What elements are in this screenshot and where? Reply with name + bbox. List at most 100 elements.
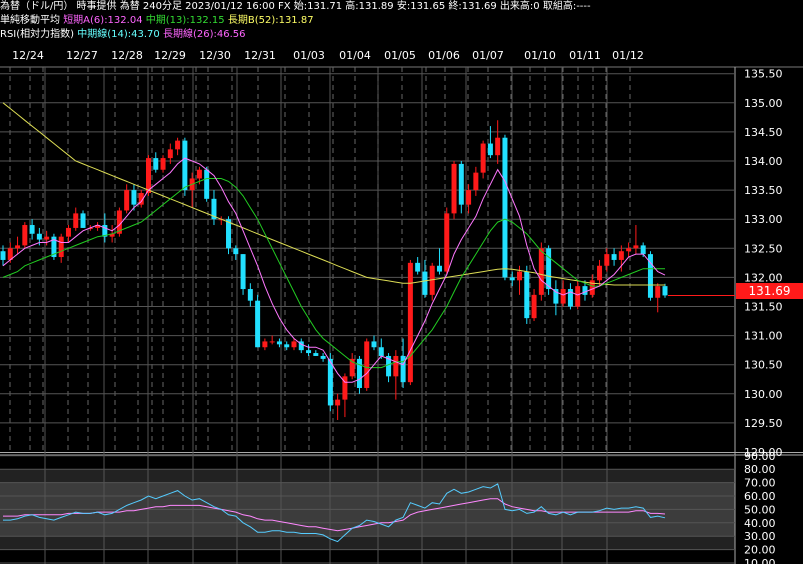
rsi-tick-6: 70.00 bbox=[744, 477, 776, 490]
candle-body-31 bbox=[226, 219, 232, 249]
candle-body-83 bbox=[604, 254, 610, 266]
candle-body-24 bbox=[175, 140, 181, 150]
ma-label: 単純移動平均 bbox=[0, 15, 60, 26]
ma-long-legend: 長期B(52):131.87 bbox=[227, 15, 314, 26]
candle-body-89 bbox=[647, 254, 653, 298]
candle-body-13 bbox=[95, 225, 101, 228]
ma-legend: 単純移動平均 短期A(6):132.04 中期(13):132.15 長期B(5… bbox=[0, 14, 314, 28]
rsi-long-legend: 長期線(26):46.56 bbox=[162, 29, 246, 40]
candle-body-70 bbox=[509, 277, 515, 281]
candle-body-58 bbox=[422, 271, 428, 295]
date-label-8: 01/05 bbox=[384, 49, 416, 62]
ma-short-line bbox=[2, 157, 666, 383]
date-label-6: 01/03 bbox=[293, 49, 325, 62]
candle-body-64 bbox=[466, 190, 472, 205]
candle-body-69 bbox=[502, 137, 508, 278]
ma-long-line bbox=[2, 102, 665, 286]
candle-body-68 bbox=[495, 137, 501, 156]
rsi-long-line bbox=[3, 498, 666, 532]
candle-body-82 bbox=[597, 265, 603, 281]
candle-body-43 bbox=[313, 353, 319, 356]
candle-body-2 bbox=[15, 245, 21, 249]
price-tick-2: 130.00 bbox=[744, 388, 783, 401]
candle-body-50 bbox=[364, 341, 370, 388]
candle-body-63 bbox=[458, 163, 464, 205]
candle-body-76 bbox=[553, 289, 559, 304]
candle-body-51 bbox=[371, 341, 377, 348]
candle-body-55 bbox=[400, 355, 406, 383]
price-tick-9: 133.50 bbox=[744, 184, 783, 197]
candle-body-11 bbox=[80, 213, 86, 228]
price-tick-11: 134.50 bbox=[744, 126, 783, 139]
quote-info: 為替（ドル/円） 時事提供 為替 240分足 2023/01/12 16:00 … bbox=[0, 1, 591, 12]
candle-body-72 bbox=[524, 271, 530, 319]
candle-body-6 bbox=[44, 236, 50, 240]
candle-body-3 bbox=[22, 225, 28, 246]
ma-mid-legend: 中期(13):132.15 bbox=[145, 15, 225, 26]
price-tick-5: 131.50 bbox=[744, 301, 783, 314]
date-label-9: 01/06 bbox=[428, 49, 460, 62]
candle-body-38 bbox=[276, 341, 282, 345]
candle-body-21 bbox=[153, 158, 159, 170]
candle-body-91 bbox=[662, 286, 668, 296]
ma-short-legend: 短期A(6):132.04 bbox=[63, 15, 143, 26]
candle-body-0 bbox=[0, 251, 6, 260]
candle-body-5 bbox=[36, 233, 42, 240]
candle-body-59 bbox=[429, 265, 435, 295]
candle-body-71 bbox=[517, 271, 523, 281]
candle-body-28 bbox=[204, 169, 210, 199]
rsi-tick-4: 50.00 bbox=[744, 503, 776, 516]
date-label-12: 01/11 bbox=[569, 49, 601, 62]
price-tick-13: 135.50 bbox=[744, 68, 783, 81]
candle-body-33 bbox=[240, 254, 246, 290]
price-tick-3: 130.50 bbox=[744, 359, 783, 372]
rsi-tick-1: 20.00 bbox=[744, 544, 776, 557]
candle-body-39 bbox=[284, 344, 290, 348]
candle-body-42 bbox=[306, 350, 312, 354]
price-tick-0: 129.00 bbox=[744, 446, 783, 459]
candle-body-18 bbox=[131, 190, 137, 205]
rsi-band-lower bbox=[0, 536, 735, 550]
candle-body-23 bbox=[167, 149, 173, 159]
price-tick-8: 133.00 bbox=[744, 213, 783, 226]
rsi-tick-7: 80.00 bbox=[744, 463, 776, 476]
candle-body-9 bbox=[65, 227, 71, 237]
price-tick-1: 129.50 bbox=[744, 417, 783, 430]
candle-body-75 bbox=[546, 248, 552, 290]
date-label-2: 12/28 bbox=[111, 49, 143, 62]
date-label-10: 01/07 bbox=[472, 49, 504, 62]
candle-body-15 bbox=[109, 233, 115, 237]
candle-body-66 bbox=[480, 143, 486, 173]
candlestick-chart: 12/24 12/27 12/28 12/29 12/30 12/31 01/03 01/04… bbox=[0, 44, 803, 564]
candle-body-84 bbox=[611, 254, 617, 260]
candle-body-57 bbox=[415, 262, 421, 272]
candle-body-36 bbox=[262, 341, 268, 348]
date-label-4: 12/30 bbox=[199, 49, 231, 62]
date-label-11: 01/10 bbox=[524, 49, 556, 62]
candle-body-47 bbox=[342, 376, 348, 400]
candle-body-49 bbox=[356, 358, 362, 388]
price-tick-10: 134.00 bbox=[744, 155, 783, 168]
price-tick-4: 131.00 bbox=[744, 330, 783, 343]
candle-body-25 bbox=[182, 140, 188, 191]
candle-body-40 bbox=[291, 341, 297, 348]
candle-body-29 bbox=[211, 198, 217, 220]
date-label-13: 01/12 bbox=[612, 49, 644, 62]
candle-body-20 bbox=[145, 158, 151, 194]
last-price-badge: 131.69 bbox=[736, 283, 803, 299]
date-label-0: 12/24 bbox=[12, 49, 44, 62]
rsi-legend: RSI(相対力指数) 中期線(14):43.70 長期線(26):46.56 bbox=[0, 28, 246, 42]
chart-header: 為替（ドル/円） 時事提供 為替 240分足 2023/01/12 16:00 … bbox=[0, 0, 803, 44]
candle-body-37 bbox=[269, 341, 275, 343]
candle-body-85 bbox=[618, 251, 624, 260]
price-tick-6: 132.00 bbox=[744, 271, 783, 284]
candle-body-22 bbox=[160, 158, 166, 170]
candle-body-88 bbox=[640, 245, 646, 255]
candle-body-73 bbox=[531, 294, 537, 319]
rsi-mid-line bbox=[3, 483, 666, 543]
rsi-tick-0: 10.00 bbox=[744, 557, 776, 564]
candle-body-7 bbox=[51, 236, 57, 258]
candle-body-17 bbox=[124, 190, 130, 211]
price-tick-12: 135.00 bbox=[744, 97, 783, 110]
candle-body-77 bbox=[560, 289, 566, 304]
